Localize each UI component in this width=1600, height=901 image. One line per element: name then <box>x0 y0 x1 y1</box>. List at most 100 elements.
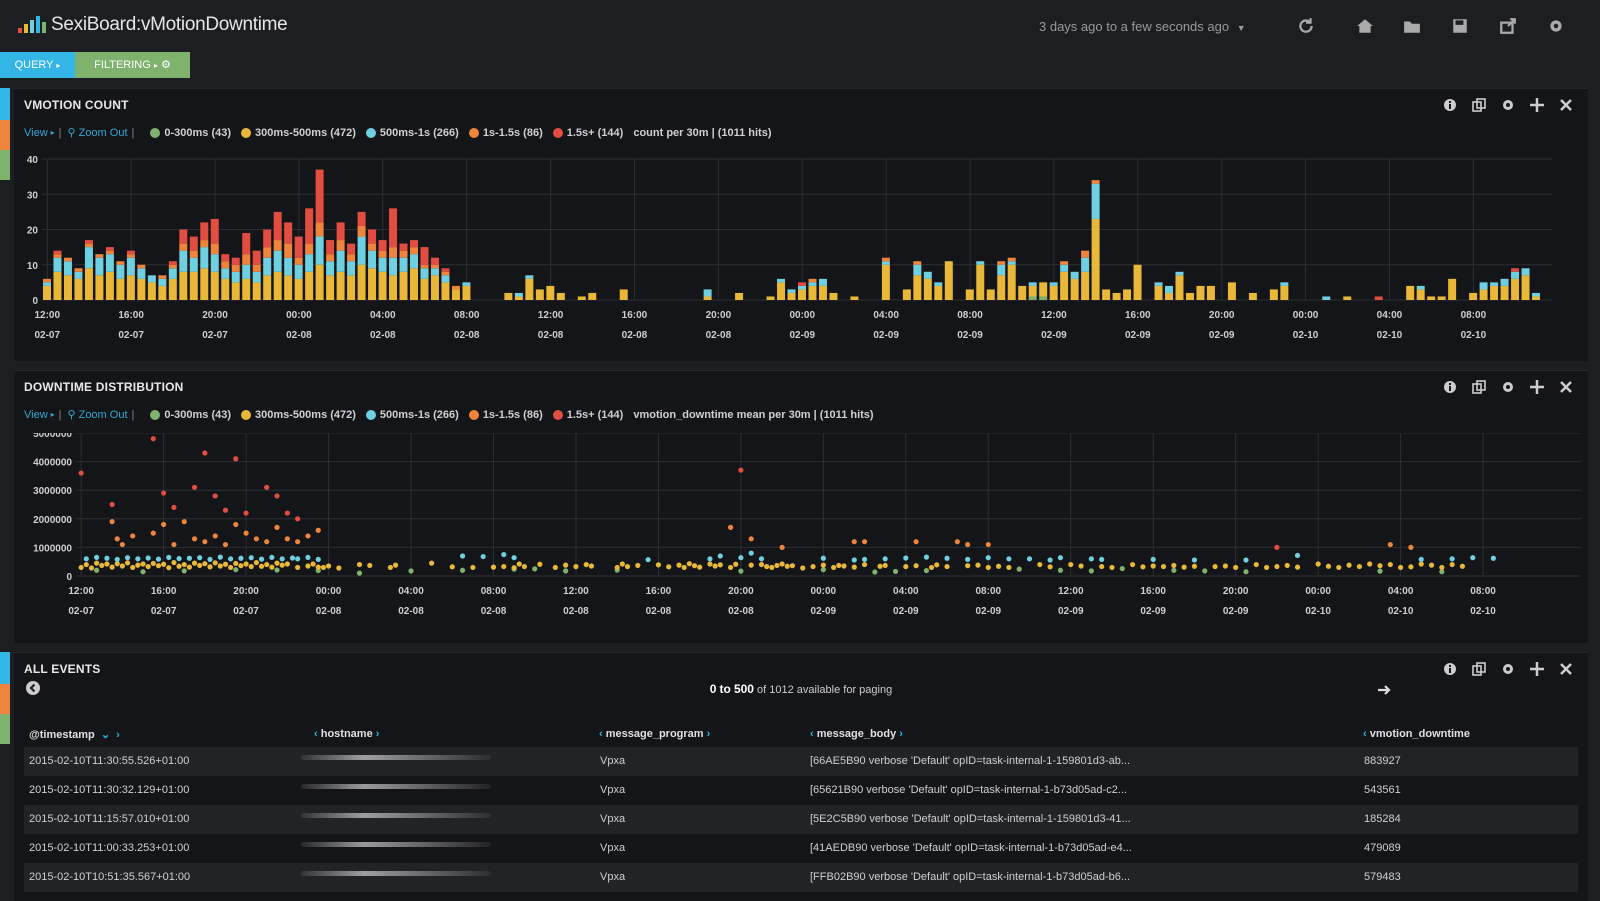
arrow-right-icon[interactable] <box>1376 682 1392 698</box>
scatter-point <box>1150 563 1156 569</box>
legend-item[interactable]: 0-300ms (43) <box>164 408 232 421</box>
table-row[interactable]: 2015-02-10T11:00:33.253+01:00 Vpxa [41AE… <box>24 834 1578 863</box>
bar-segment <box>63 261 72 276</box>
close-icon[interactable] <box>1558 97 1574 113</box>
row-collapse-handle[interactable] <box>0 150 10 180</box>
x-tick-time-label: 12:00 <box>34 310 60 321</box>
move-left-icon[interactable]: ‹ <box>810 728 814 740</box>
legend-item[interactable]: 1s-1.5s (86) <box>482 408 543 421</box>
close-icon[interactable] <box>1558 379 1574 395</box>
bar-segment <box>410 254 418 269</box>
settings-gear-icon[interactable] <box>1547 17 1565 35</box>
tab-query[interactable]: QUERY ▸ <box>0 52 75 78</box>
move-right-icon[interactable]: › <box>375 728 380 740</box>
legend-item[interactable]: 0-300ms (43) <box>164 126 232 139</box>
row-collapse-handle[interactable] <box>0 684 10 714</box>
info-icon[interactable] <box>1442 97 1458 113</box>
table-row[interactable]: 2015-02-10T11:30:32.129+01:00 Vpxa [6562… <box>24 776 1578 805</box>
scatter-point <box>1191 557 1198 563</box>
move-left-icon[interactable]: ‹ <box>599 728 603 740</box>
bar-segment <box>556 292 565 300</box>
scatter-point <box>1243 569 1249 575</box>
bar-segment <box>798 282 806 286</box>
row-collapse-handle[interactable] <box>0 652 10 684</box>
move-left-icon[interactable]: ‹ <box>314 728 318 740</box>
legend-swatch <box>365 409 376 420</box>
gear-icon[interactable] <box>1500 661 1516 677</box>
scatter-point <box>1047 557 1053 563</box>
column-header-message-program[interactable]: ‹ message_program › <box>599 728 710 740</box>
move-icon[interactable] <box>1529 661 1545 677</box>
move-right-icon[interactable]: › <box>116 729 120 741</box>
legend-item[interactable]: 500ms-1s (266) <box>379 126 459 139</box>
bar-segment <box>881 261 890 265</box>
legend-item[interactable]: 1.5s+ (144) <box>566 408 624 421</box>
table-row[interactable]: 2015-02-10T11:15:57.010+01:00 Vpxa [5E2C… <box>24 805 1578 834</box>
cell-program: Vpxa <box>600 813 626 825</box>
gear-icon[interactable] <box>1500 97 1516 113</box>
move-right-icon[interactable]: › <box>706 728 711 740</box>
scatter-point <box>1233 564 1239 571</box>
x-tick-date-label: 02-07 <box>233 606 259 617</box>
duplicate-icon[interactable] <box>1471 379 1487 395</box>
refresh-icon[interactable] <box>1297 17 1315 35</box>
column-header-vmotion-downtime[interactable]: ‹ vmotion_downtime <box>1363 728 1470 740</box>
table-row[interactable]: 2015-02-10T11:30:55.526+01:00 Vpxa [66AE… <box>24 747 1578 776</box>
scatter-point <box>501 551 507 558</box>
save-icon[interactable] <box>1451 17 1469 35</box>
info-icon[interactable] <box>1442 379 1458 395</box>
duplicate-icon[interactable] <box>1471 97 1487 113</box>
scatter-point <box>1212 563 1218 570</box>
share-icon[interactable] <box>1499 17 1517 35</box>
legend-item[interactable]: 300ms-500ms (472) <box>255 126 356 139</box>
bar-segment <box>1081 271 1090 300</box>
gear-icon[interactable] <box>1500 379 1516 395</box>
vmotion-count-chart[interactable]: 0 10 20 30 40 12:00 02-07 16:00 02-07 20:00 02-07 0… <box>14 151 1588 361</box>
view-link[interactable]: View <box>24 408 48 421</box>
folder-open-icon[interactable] <box>1403 17 1421 35</box>
scatter-point <box>1418 561 1424 567</box>
time-range-picker[interactable]: 3 days ago to a few seconds ago ▼ <box>1039 19 1246 34</box>
table-row[interactable]: 2015-02-10T10:51:35.567+01:00 Vpxa [FFB0… <box>24 863 1578 892</box>
tab-filtering[interactable]: FILTERING ▸ ⚙ <box>75 52 190 78</box>
move-left-icon[interactable]: ‹ <box>1363 728 1367 740</box>
column-header-message-body[interactable]: ‹ message_body › <box>810 728 903 740</box>
move-right-icon[interactable]: › <box>899 728 903 740</box>
caret-down-icon: ▼ <box>1236 23 1246 33</box>
move-icon[interactable] <box>1529 97 1545 113</box>
legend-item[interactable]: 500ms-1s (266) <box>379 408 459 421</box>
scatter-point <box>305 563 311 569</box>
legend-item[interactable]: 1s-1.5s (86) <box>482 126 543 139</box>
dashboard-title[interactable]: SexiBoard:vMotionDowntime <box>51 14 288 35</box>
row-collapse-handle[interactable] <box>0 120 10 150</box>
bar-segment <box>965 289 974 300</box>
legend-item[interactable]: 300ms-500ms (472) <box>255 408 356 421</box>
column-header-timestamp[interactable]: @timestamp ⌄ › <box>29 728 120 741</box>
move-icon[interactable] <box>1529 379 1545 395</box>
row-collapse-handle[interactable] <box>0 88 10 120</box>
close-icon[interactable] <box>1558 661 1574 677</box>
scatter-point <box>614 564 620 571</box>
zoom-out-link[interactable]: Zoom Out <box>78 126 128 139</box>
downtime-distribution-chart[interactable]: 0 1000000 2000000 3000000 4000000 5000000 12:0… <box>14 433 1588 643</box>
sort-desc-icon[interactable]: ⌄ <box>100 729 111 741</box>
legend-item[interactable]: 1.5s+ (144) <box>566 126 624 139</box>
scatter-point <box>1181 564 1187 570</box>
y-tick-label: 0 <box>66 572 72 583</box>
bar-segment <box>389 247 398 258</box>
bar-segment <box>1102 289 1111 300</box>
view-link[interactable]: View <box>24 126 48 139</box>
bar-segment <box>1521 268 1530 276</box>
scatter-point <box>810 563 816 570</box>
home-icon[interactable] <box>1356 17 1374 35</box>
scatter-point <box>171 559 177 566</box>
bar-segment <box>1521 275 1530 300</box>
scatter-point <box>284 536 290 542</box>
info-icon[interactable] <box>1442 661 1458 677</box>
column-header-hostname[interactable]: ‹ hostname › <box>314 728 379 740</box>
duplicate-icon[interactable] <box>1471 661 1487 677</box>
scatter-point <box>202 450 208 456</box>
chevron-left-circle-icon[interactable] <box>25 680 41 696</box>
zoom-out-link[interactable]: Zoom Out <box>78 408 128 421</box>
row-collapse-handle[interactable] <box>0 714 10 744</box>
